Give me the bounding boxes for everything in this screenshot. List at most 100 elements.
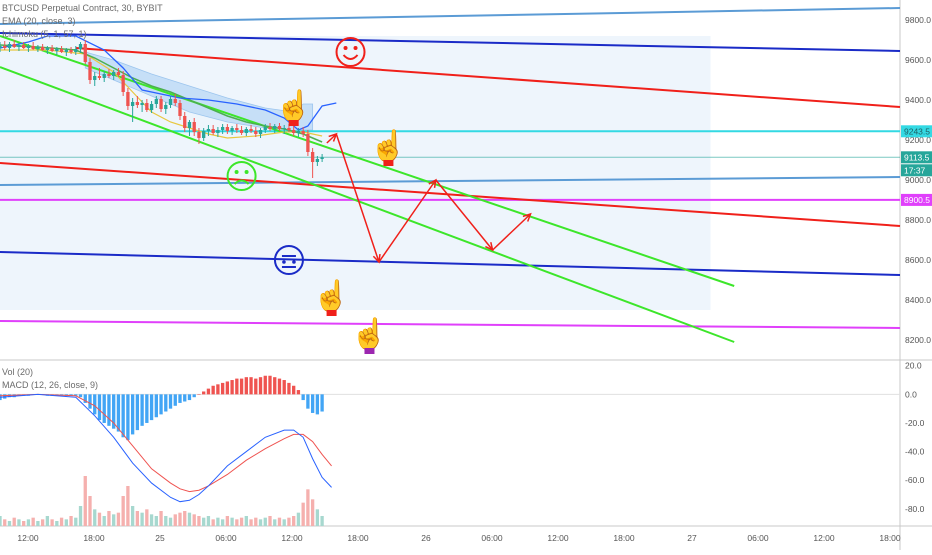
volume-bar: [45, 516, 50, 526]
price-tick-label: 8200.0: [905, 335, 931, 345]
face-eye: [234, 170, 239, 174]
candle-body: [0, 46, 2, 48]
macd-hist-bar: [306, 394, 310, 409]
volume-bar: [78, 506, 83, 526]
macd-tick-label: -40.0: [905, 447, 925, 457]
macd-tick-label: -60.0: [905, 475, 925, 485]
pointing-hand-2-cuff: [383, 160, 394, 166]
macd-hist-bar: [107, 394, 111, 426]
price-tick-label: 8800.0: [905, 215, 931, 225]
candle-body: [74, 49, 78, 52]
price-tick-label: 9200.0: [905, 135, 931, 145]
macd-hist-bar: [121, 394, 125, 438]
light-blue-top: [0, 7, 901, 25]
macd-tick-label: 20.0: [905, 361, 922, 371]
sad-face: [226, 161, 257, 191]
volume-bar: [116, 512, 121, 526]
time-tick-label: 25: [155, 533, 165, 543]
price-tick-label: 9400.0: [905, 95, 931, 105]
macd-pane[interactable]: [0, 375, 900, 526]
volume-bar: [3, 519, 7, 526]
volume-bar: [22, 521, 26, 526]
volume-bar: [168, 517, 173, 526]
candle-body: [149, 104, 154, 110]
macd-hist-bar: [130, 394, 135, 435]
candle-body: [3, 46, 7, 48]
face-eye: [343, 46, 348, 50]
candle-body: [235, 128, 239, 130]
volume-bar: [154, 516, 158, 526]
macd-hist-bar: [88, 394, 92, 409]
volume-bar: [69, 516, 73, 526]
volume-bar: [164, 516, 168, 526]
green-lower: [0, 66, 735, 343]
volume-bar: [296, 512, 301, 526]
red-lower: [0, 162, 901, 227]
candle-body: [287, 128, 291, 130]
candle-body: [121, 75, 125, 92]
macd-hist-bar: [164, 394, 168, 412]
candle-body: [292, 130, 296, 133]
macd-hist-bar: [244, 377, 248, 395]
time-tick-label: 12:00: [813, 533, 835, 543]
volume-bar: [107, 511, 111, 526]
volume-bar: [310, 499, 315, 526]
macd-hist-bar: [97, 394, 102, 421]
candle-body: [130, 102, 135, 106]
candle-body: [301, 131, 305, 134]
volume-bar: [50, 519, 54, 526]
macd-hist-bar: [249, 377, 253, 395]
macd-hist-bar: [287, 382, 291, 395]
candle-body: [107, 74, 111, 76]
candle-body: [116, 72, 121, 75]
candle-body: [187, 122, 192, 128]
volume-bar: [287, 517, 291, 526]
time-tick-label: 12:00: [17, 533, 39, 543]
volume-bar: [178, 512, 182, 526]
symbol-legend: BTCUSD Perpetual Contract, 30, BYBIT: [2, 3, 163, 13]
volume-bar: [244, 516, 248, 526]
macd-hist-bar: [263, 375, 267, 395]
volume-bar: [159, 511, 163, 526]
time-tick-label: 18:00: [879, 533, 901, 543]
sad-face-outline: [226, 161, 257, 191]
volume-bar: [102, 516, 106, 526]
face-eye: [292, 260, 296, 264]
candle-body: [135, 102, 140, 105]
candle-body: [168, 99, 173, 105]
macd-hist-bar: [292, 385, 296, 395]
volume-bar: [258, 519, 263, 526]
volume-bar: [36, 521, 40, 526]
price-badge-bg: [901, 164, 932, 177]
volume-bar: [31, 517, 35, 526]
happy-face: [335, 37, 366, 67]
candle-body: [206, 129, 211, 131]
volume-bar: [235, 519, 239, 526]
price-tick-label: 8400.0: [905, 295, 931, 305]
candle-body: [93, 76, 97, 80]
time-tick-label: 12:00: [547, 533, 569, 543]
volume-bar: [55, 521, 59, 526]
volume-bar: [40, 519, 45, 526]
volume-bar: [268, 516, 272, 526]
pointing-hand-3: ☝: [312, 276, 351, 316]
macd-hist-bar: [310, 394, 315, 413]
main-pane[interactable]: ☝☝☝☝: [0, 7, 901, 354]
candle-body: [320, 157, 324, 159]
macd-hist-bar: [315, 394, 320, 415]
macd-hist-bar: [78, 394, 83, 398]
macd-hist-bar: [320, 394, 324, 412]
time-tick-label: 18:00: [83, 533, 105, 543]
candle-body: [17, 45, 21, 47]
volume-bar: [273, 519, 277, 526]
macd-hist-bar: [268, 375, 272, 395]
volume-bar: [93, 509, 97, 526]
candle-body: [126, 92, 130, 106]
macd-hist-bar: [239, 378, 244, 395]
pointing-hand-2-glyph: ☝: [370, 127, 407, 164]
time-tick-label: 18:00: [347, 533, 369, 543]
volume-bar: [187, 512, 192, 526]
candle-body: [12, 44, 16, 47]
